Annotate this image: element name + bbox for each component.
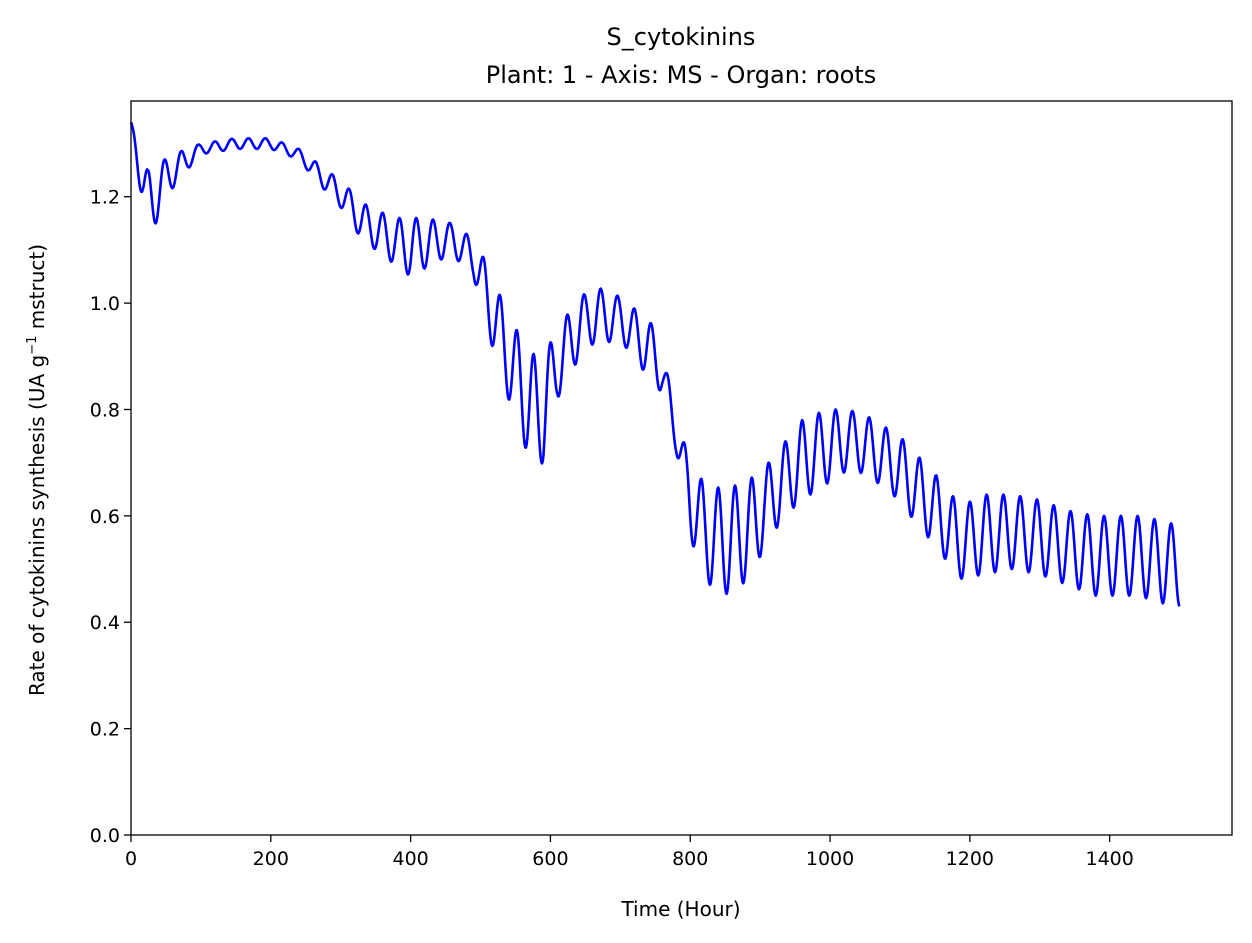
- x-axis-label: Time (Hour): [620, 897, 740, 921]
- x-tick-label: 400: [392, 848, 428, 870]
- x-tick-label: 800: [672, 848, 708, 870]
- x-tick-label: 200: [253, 848, 289, 870]
- chart-title: S_cytokinins: [607, 23, 756, 51]
- y-axis-label-superscript: −1: [25, 336, 40, 355]
- series-line: [129, 121, 1181, 607]
- y-axis-label: Rate of cytokinins synthesis (UA g−1 mst…: [25, 244, 49, 696]
- y-axis-label-suffix: mstruct): [25, 244, 49, 336]
- x-tick-label: 1200: [946, 848, 994, 870]
- y-tick-label: 0.6: [90, 506, 120, 528]
- axis-ticks: 0 200 400 600 800 1000 1200 1400 0.0 0.2 0.4 0.6 0.8…: [90, 187, 1134, 870]
- x-tick-label: 1400: [1085, 848, 1133, 870]
- x-tick-label: 600: [532, 848, 568, 870]
- x-tick-label: 1000: [806, 848, 854, 870]
- y-tick-label: 0.8: [90, 399, 120, 421]
- y-tick-label: 0.4: [90, 612, 120, 634]
- y-tick-label: 1.0: [90, 293, 120, 315]
- plot-frame: [130, 100, 1233, 836]
- y-axis-label-main: Rate of cytokinins synthesis (UA g: [25, 355, 49, 696]
- y-tick-label: 0.0: [90, 825, 120, 847]
- y-tick-label: 0.2: [90, 719, 120, 741]
- x-tick-label: 0: [125, 848, 137, 870]
- chart-subtitle: Plant: 1 - Axis: MS - Organ: roots: [486, 61, 877, 89]
- y-tick-label: 1.2: [90, 187, 120, 209]
